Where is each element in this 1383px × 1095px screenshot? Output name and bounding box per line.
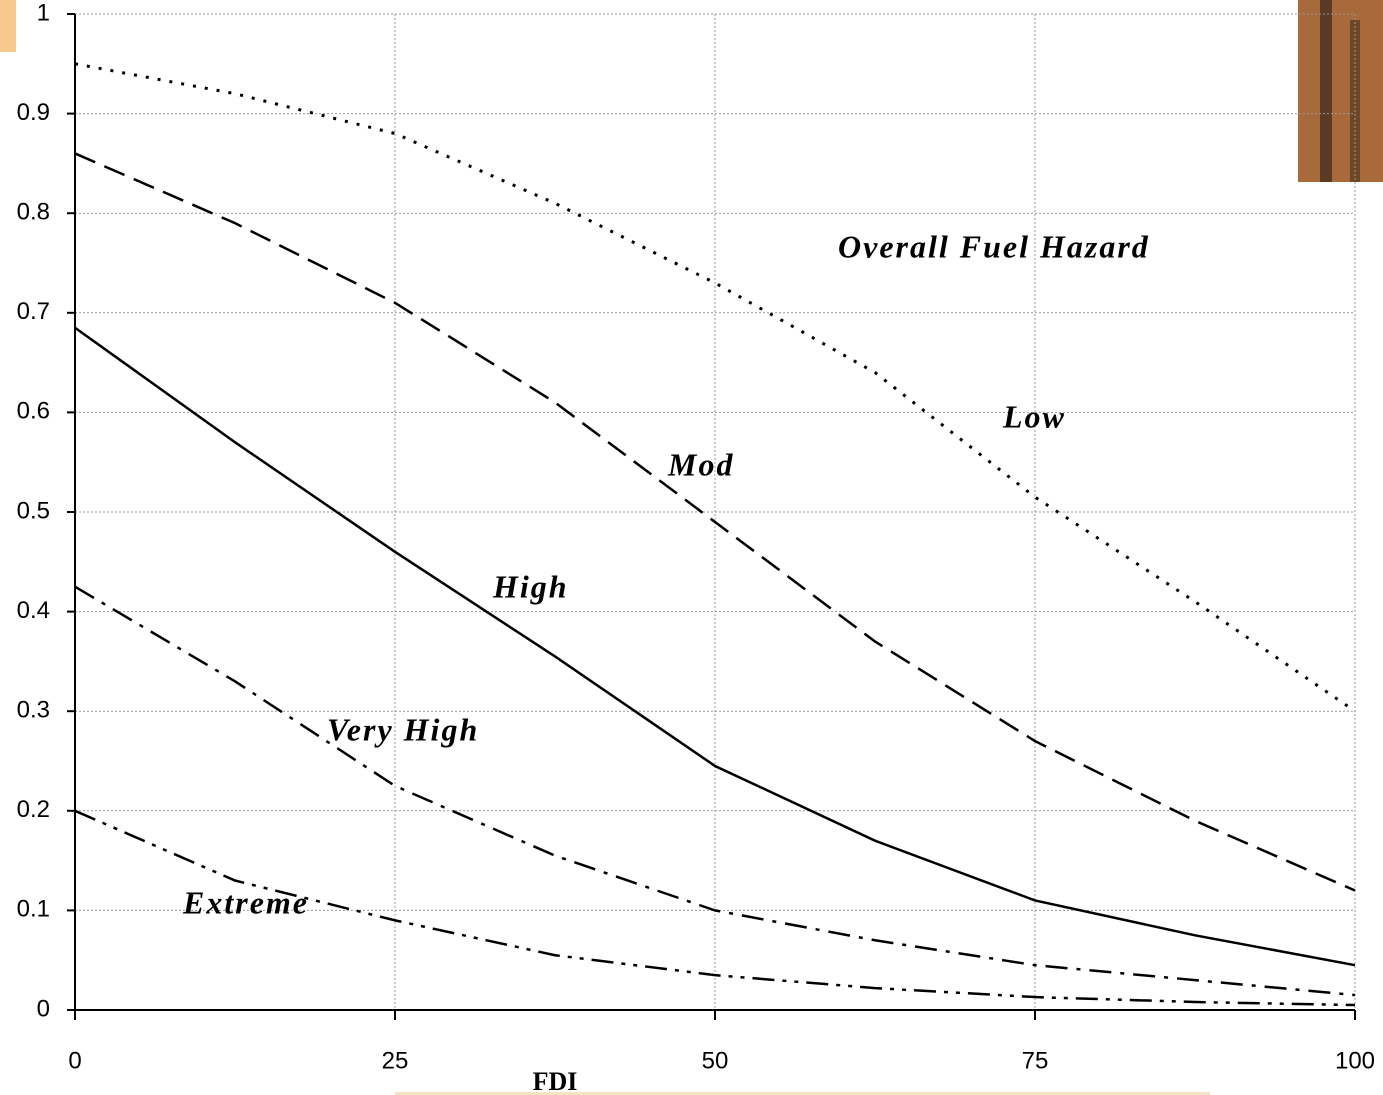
series-line bbox=[74, 326, 1356, 967]
y-tick-label: 0.1 bbox=[17, 896, 50, 923]
y-tick-label: 0.5 bbox=[17, 497, 50, 524]
photo-tree bbox=[1320, 0, 1332, 182]
y-tick-label: 0.4 bbox=[17, 597, 50, 624]
decor-strip bbox=[395, 1092, 1210, 1095]
photo bbox=[1298, 0, 1383, 182]
series-line bbox=[74, 62, 1356, 713]
y-tick-label: 0 bbox=[37, 995, 50, 1022]
y-tick-label: 0.6 bbox=[17, 398, 50, 425]
decor-strip bbox=[0, 0, 16, 52]
photo-tree bbox=[1350, 20, 1360, 182]
series-label: Very High bbox=[327, 711, 479, 747]
x-tick-label: 100 bbox=[1335, 1047, 1375, 1074]
x-tick-label: 75 bbox=[1022, 1047, 1049, 1074]
y-tick-label: 0.7 bbox=[17, 298, 50, 325]
x-tick-label: 25 bbox=[382, 1047, 409, 1074]
y-tick-label: 0.3 bbox=[17, 697, 50, 724]
series-label: High bbox=[492, 568, 569, 604]
series-label: Mod bbox=[667, 446, 734, 482]
x-axis-label: FDI bbox=[533, 1067, 578, 1095]
y-tick-label: 0.9 bbox=[17, 99, 50, 126]
series-line bbox=[74, 809, 1356, 1007]
y-tick-label: 1 bbox=[37, 0, 50, 26]
x-tick-label: 50 bbox=[702, 1047, 729, 1074]
y-tick-label: 0.8 bbox=[17, 199, 50, 226]
series-label: Low bbox=[1002, 398, 1066, 434]
x-tick-label: 0 bbox=[68, 1047, 81, 1074]
series-line bbox=[74, 585, 1356, 997]
series-line bbox=[74, 152, 1356, 892]
series-label: Extreme bbox=[182, 884, 309, 920]
y-tick-label: 0.2 bbox=[17, 796, 50, 823]
annotation: Overall Fuel Hazard bbox=[838, 228, 1150, 264]
